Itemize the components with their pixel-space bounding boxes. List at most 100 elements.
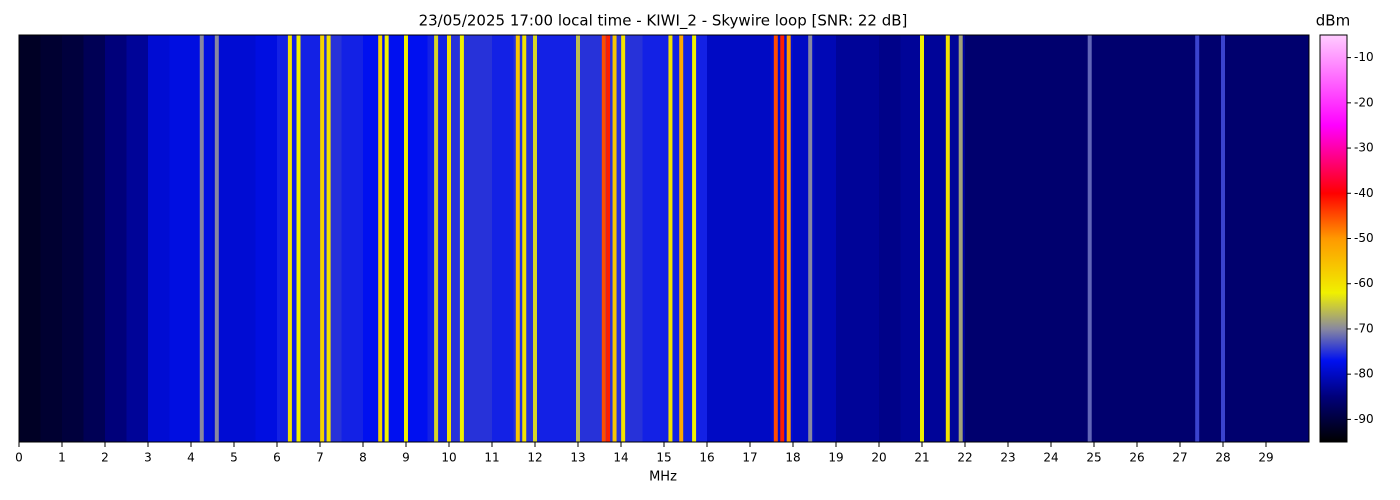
carrier-line xyxy=(1221,35,1225,442)
spectrum-column xyxy=(341,35,364,442)
x-tick-label: 22 xyxy=(957,451,972,465)
x-tick-label: 8 xyxy=(359,451,367,465)
carrier-line xyxy=(296,35,301,442)
x-tick-label: 25 xyxy=(1086,451,1101,465)
x-tick-label: 24 xyxy=(1043,451,1058,465)
carrier-line xyxy=(459,35,464,442)
spectrum-column xyxy=(255,35,278,442)
x-tick-label: 21 xyxy=(914,451,929,465)
spectrum-column xyxy=(642,35,665,442)
carrier-line xyxy=(522,35,527,442)
spectrum-column xyxy=(1287,35,1310,442)
carrier-line xyxy=(692,35,697,442)
spectrum-column xyxy=(148,35,170,442)
carrier-line xyxy=(679,35,684,442)
x-tick-label: 16 xyxy=(699,451,714,465)
spectrum-column xyxy=(535,35,557,442)
x-tick-label: 6 xyxy=(273,451,281,465)
spectrum-column xyxy=(169,35,192,442)
spectrum-column xyxy=(1266,35,1288,442)
x-tick-label: 10 xyxy=(441,451,456,465)
x-tick-label: 18 xyxy=(785,451,800,465)
carrier-line xyxy=(533,35,537,442)
spectrum-column xyxy=(814,35,837,442)
carrier-line xyxy=(773,35,778,442)
colorbar-tick-label: -20 xyxy=(1354,95,1374,109)
x-tick-label: 4 xyxy=(187,451,195,465)
spectrum-column xyxy=(685,35,708,442)
x-axis-label: MHz xyxy=(649,470,677,485)
x-tick-label: 17 xyxy=(742,451,757,465)
colorbar-tick-label: -40 xyxy=(1354,186,1374,200)
spectrum-column xyxy=(427,35,450,442)
colorbar-tick-label: -50 xyxy=(1354,231,1374,245)
spectrum-column xyxy=(83,35,106,442)
spectrum-column xyxy=(750,35,772,442)
colorbar-label: dBm xyxy=(1316,12,1350,30)
carrier-line xyxy=(808,35,813,442)
x-tick-label: 23 xyxy=(1000,451,1015,465)
spectrum-column xyxy=(879,35,901,442)
spectrum-column xyxy=(470,35,493,442)
spectrum-column xyxy=(857,35,880,442)
spectrum-column xyxy=(40,35,63,442)
spectrum-column xyxy=(900,35,923,442)
spectrum-column xyxy=(19,35,41,442)
spectrum-column xyxy=(62,35,84,442)
spectrum-column xyxy=(105,35,127,442)
spectrum-column xyxy=(1008,35,1030,442)
plot-area xyxy=(19,35,1310,442)
spectrum-column xyxy=(1094,35,1116,442)
x-tick-label: 11 xyxy=(484,451,499,465)
carrier-line xyxy=(958,35,963,442)
spectrum-column xyxy=(1158,35,1181,442)
x-tick-label: 12 xyxy=(527,451,542,465)
x-tick-label: 3 xyxy=(144,451,152,465)
spectrum-column xyxy=(1223,35,1245,442)
spectrum-column xyxy=(965,35,987,442)
spectrum-column xyxy=(728,35,751,442)
spectrum-column xyxy=(126,35,149,442)
carrier-line xyxy=(1087,35,1092,442)
carrier-line xyxy=(320,35,325,442)
carrier-line xyxy=(378,35,383,442)
spectrum-column xyxy=(986,35,1009,442)
x-tick-label: 0 xyxy=(15,451,23,465)
x-tick-label: 1 xyxy=(58,451,66,465)
carrier-line xyxy=(668,35,673,442)
spectrum-column xyxy=(836,35,858,442)
carrier-line xyxy=(601,35,606,442)
x-tick-label: 28 xyxy=(1215,451,1230,465)
carrier-line xyxy=(404,35,408,442)
x-tick-label: 5 xyxy=(230,451,238,465)
spectrum-column xyxy=(578,35,600,442)
spectrum-column xyxy=(492,35,514,442)
colorbar-tick-label: -60 xyxy=(1354,276,1374,290)
spectrum-column xyxy=(556,35,579,442)
x-tick-label: 2 xyxy=(101,451,109,465)
x-tick-label: 13 xyxy=(570,451,585,465)
spectrum-column xyxy=(1244,35,1267,442)
colorbar-tick-label: -90 xyxy=(1354,412,1374,426)
spectrum-column xyxy=(1051,35,1073,442)
carrier-line xyxy=(786,35,791,442)
spectrum-column xyxy=(234,35,256,442)
x-tick-label: 14 xyxy=(613,451,628,465)
carrier-line xyxy=(1195,35,1200,442)
colorbar-tick-label: -80 xyxy=(1354,367,1374,381)
carrier-line xyxy=(606,35,611,442)
spectrum-column xyxy=(384,35,407,442)
x-tick-label: 27 xyxy=(1172,451,1187,465)
carrier-line xyxy=(434,35,439,442)
spectrum-column xyxy=(922,35,944,442)
spectrum-column xyxy=(621,35,643,442)
colorbar-tick-label: -70 xyxy=(1354,321,1374,335)
x-tick-label: 26 xyxy=(1129,451,1144,465)
spectrum-column xyxy=(1201,35,1224,442)
carrier-line xyxy=(780,35,785,442)
x-tick-label: 9 xyxy=(402,451,410,465)
carrier-line xyxy=(214,35,219,442)
x-tick-label: 19 xyxy=(828,451,843,465)
